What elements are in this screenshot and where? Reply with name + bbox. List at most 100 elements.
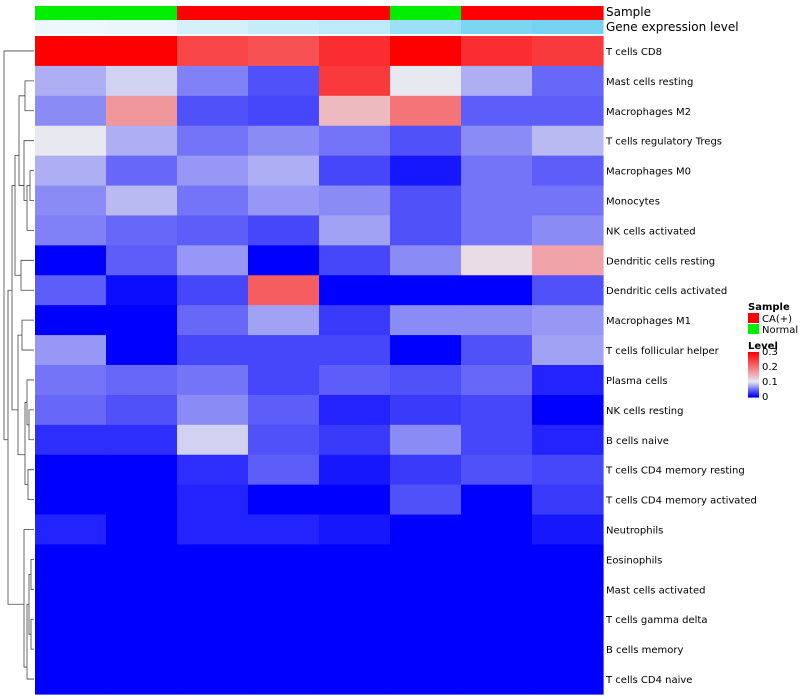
heatmap-cell: [35, 335, 107, 366]
heatmap-cell: [319, 634, 391, 665]
heatmap-cell: [106, 604, 178, 635]
heatmap-cell: [532, 215, 604, 246]
heatmap-cell: [248, 365, 320, 396]
row-label: T cells CD4 memory resting: [605, 466, 745, 477]
heatmap-cell: [319, 125, 391, 157]
heatmap-cell: [248, 394, 320, 426]
heatmap-cell: [106, 634, 178, 665]
legend-gradient-segment: [748, 353, 759, 355]
heatmap-cell: [106, 245, 178, 276]
heatmap-cell: [35, 424, 107, 456]
heatmap-cell: [106, 95, 178, 127]
heatmap-cell: [390, 634, 462, 665]
heatmap-cell: [177, 574, 249, 605]
dendrogram-branch: [11, 185, 18, 411]
heatmap-cell: [390, 275, 462, 306]
heatmap-cell: [177, 185, 249, 217]
heatmap-cell: [319, 424, 391, 456]
heatmap-cell: [106, 185, 178, 217]
legend-gradient-segment: [748, 366, 759, 369]
heatmap-cell: [390, 155, 462, 187]
heatmap-cell: [248, 155, 320, 187]
row-label: Macrophages M1: [606, 316, 691, 327]
heatmap-cell: [461, 514, 533, 546]
expression-annotation-label: Gene expression level: [606, 20, 739, 34]
heatmap-cell: [319, 394, 391, 426]
heatmap-cell: [106, 574, 178, 605]
heatmap-cell: [248, 544, 320, 575]
column-annotations: [35, 6, 604, 34]
legend-level-title: Level: [748, 341, 778, 352]
sample-annotation-cell: [106, 6, 178, 20]
heatmap-cell: [390, 36, 462, 67]
sample-annotation-cell: [248, 6, 320, 20]
legend-gradient-segment: [748, 371, 759, 373]
dendrogram-branch: [30, 559, 34, 590]
heatmap-cell: [248, 305, 320, 336]
heatmap-cell: [248, 424, 320, 456]
row-label: Neutrophils: [606, 526, 663, 537]
expression-annotation-cell: [248, 20, 320, 34]
heatmap-cell: [390, 604, 462, 635]
legend-gradient-segment: [748, 376, 759, 379]
heatmap-cell: [319, 185, 391, 217]
legend: Sample Level CA(+)Normal 0.3 0.2 0.1 0: [748, 302, 798, 403]
heatmap-cell: [461, 245, 533, 276]
heatmap-cell: [106, 335, 178, 366]
heatmap-cell: [106, 664, 178, 695]
heatmap-cell: [461, 185, 533, 217]
dendrogram-branch: [30, 618, 34, 650]
expression-annotation-cell: [106, 20, 178, 34]
legend-gradient-segment: [748, 354, 759, 356]
heatmap-cell: [532, 634, 604, 665]
heatmap-cell: [248, 664, 320, 695]
dendrogram-branch: [24, 401, 28, 486]
heatmap-cell: [35, 514, 107, 546]
heatmap-cell: [532, 185, 604, 217]
heatmap-cell: [390, 394, 462, 426]
row-label: B cells naive: [606, 436, 669, 447]
legend-gradient-segment: [748, 370, 759, 372]
heatmap-cell: [35, 185, 107, 217]
heatmap-cell: [35, 454, 107, 486]
legend-gradient-segment: [748, 394, 759, 397]
dendrogram-branch: [27, 469, 34, 500]
expression-annotation-cell: [532, 20, 604, 34]
heatmap-cell: [319, 275, 391, 306]
sample-annotation-label: Sample: [606, 5, 651, 19]
heatmap-cell: [390, 335, 462, 366]
legend-gradient-segment: [748, 379, 759, 381]
heatmap-cell: [35, 664, 107, 695]
heatmap-cell: [532, 95, 604, 127]
heatmap-cell: [106, 215, 178, 246]
legend-gradient-segment: [748, 390, 759, 392]
heatmap-cell: [532, 335, 604, 366]
heatmap-cell: [461, 424, 533, 456]
heatmap-cell: [461, 634, 533, 665]
heatmap-cell: [461, 484, 533, 516]
legend-gradient-segment: [748, 380, 759, 382]
row-dendrogram: [3, 50, 34, 680]
heatmap-cell: [319, 484, 391, 516]
dendrogram-branch: [14, 155, 21, 276]
legend-gradient-segment: [748, 391, 759, 394]
legend-gradient-segment: [748, 393, 759, 396]
heatmap-cell: [248, 454, 320, 486]
heatmap-cell: [319, 604, 391, 635]
heatmap-cell: [461, 155, 533, 187]
heatmap-cell: [319, 95, 391, 127]
heatmap-cell: [390, 95, 462, 127]
legend-sample-swatch: [748, 324, 759, 334]
legend-gradient-segment: [748, 375, 759, 378]
legend-gradient-segment: [748, 385, 759, 388]
heatmap-cell: [532, 574, 604, 605]
heatmap-cell: [35, 484, 107, 516]
heatmap-cell: [461, 544, 533, 575]
row-label: T cells gamma delta: [605, 615, 707, 626]
heatmap-cell: [319, 544, 391, 575]
legend-gradient-segment: [748, 365, 759, 368]
heatmap-cell: [532, 305, 604, 336]
row-label: T cells CD8: [605, 47, 662, 58]
dendrogram-branch: [20, 259, 34, 291]
